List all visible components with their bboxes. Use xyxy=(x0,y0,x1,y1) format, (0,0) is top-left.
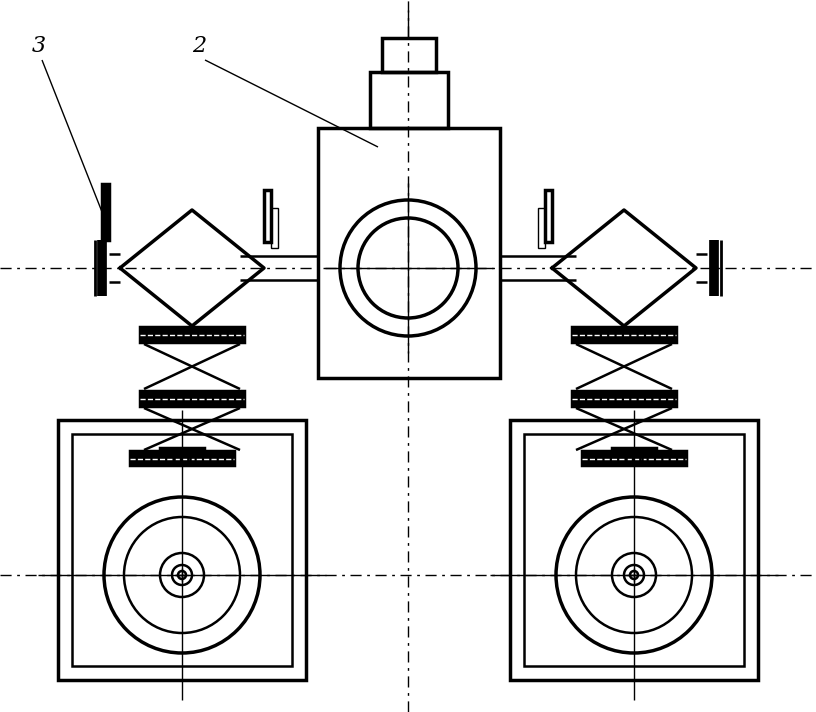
Bar xyxy=(510,420,758,680)
Bar xyxy=(102,184,109,240)
Bar xyxy=(140,327,244,342)
Bar xyxy=(140,391,244,406)
Bar xyxy=(572,327,676,342)
Bar xyxy=(612,448,656,454)
Bar xyxy=(164,454,200,460)
Bar xyxy=(58,420,306,680)
Bar xyxy=(130,451,234,465)
Bar xyxy=(382,38,436,72)
Bar xyxy=(538,208,545,248)
Text: 3: 3 xyxy=(32,35,47,57)
Bar xyxy=(318,128,500,378)
Bar xyxy=(271,208,278,248)
Bar xyxy=(160,448,204,454)
Bar xyxy=(582,451,686,465)
Bar xyxy=(524,434,744,666)
Bar xyxy=(572,391,676,406)
Bar xyxy=(264,190,271,242)
Text: 2: 2 xyxy=(192,35,206,57)
Bar xyxy=(370,72,448,128)
Bar xyxy=(545,190,552,242)
Bar xyxy=(616,454,652,460)
Bar xyxy=(72,434,292,666)
